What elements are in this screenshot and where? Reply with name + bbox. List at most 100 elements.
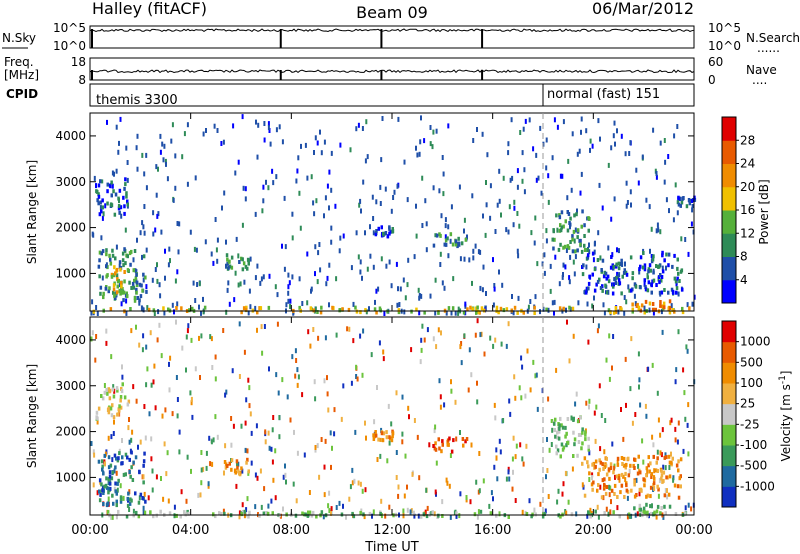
heatmap-cell — [143, 171, 146, 177]
heatmap-cell — [309, 306, 313, 311]
heatmap-cell — [558, 228, 562, 233]
heatmap-cell — [441, 280, 444, 286]
heatmap-cell — [335, 505, 338, 510]
heatmap-cell — [500, 341, 503, 347]
heatmap-cell — [116, 279, 120, 284]
heatmap-cell — [522, 461, 525, 467]
heatmap-cell — [691, 204, 695, 208]
heatmap-cell — [128, 251, 132, 256]
heatmap-cell — [647, 280, 651, 285]
heatmap-cell — [514, 498, 517, 503]
heatmap-cell — [603, 511, 606, 515]
heatmap-cell — [307, 329, 310, 335]
heatmap-cell — [420, 337, 423, 343]
heatmap-cell — [410, 508, 413, 514]
heatmap-cell — [524, 118, 527, 124]
heatmap-cell — [156, 262, 158, 268]
heatmap-cell — [129, 262, 132, 267]
heatmap-cell — [660, 452, 663, 458]
heatmap-cell — [289, 417, 292, 423]
heatmap-cell — [580, 249, 584, 254]
heatmap-cell — [319, 310, 323, 315]
heatmap-cell — [125, 310, 128, 316]
heatmap-cell — [450, 449, 454, 454]
heatmap-cell — [242, 306, 246, 311]
heatmap-cell — [641, 438, 644, 444]
heatmap-cell — [262, 184, 265, 190]
heatmap-cell — [530, 514, 533, 519]
heatmap-cell — [551, 155, 554, 161]
heatmap-cell — [150, 382, 153, 388]
heatmap-cell — [123, 186, 126, 191]
x-tick-label: 04:00 — [172, 523, 209, 538]
heatmap-cell — [113, 212, 117, 217]
heatmap-cell — [110, 354, 113, 360]
heatmap-cell — [603, 449, 606, 455]
heatmap-cell — [115, 503, 118, 508]
heatmap-cell — [296, 450, 299, 456]
heatmap-cell — [312, 200, 315, 206]
heatmap-cell — [159, 509, 162, 514]
heatmap-cell — [254, 472, 257, 478]
heatmap-cell — [315, 198, 318, 204]
heatmap-cell — [620, 483, 624, 488]
heatmap-cell — [652, 481, 656, 486]
heatmap-cell — [602, 495, 605, 501]
heatmap-cell — [599, 460, 603, 465]
heatmap-cell — [645, 473, 648, 478]
heatmap-cell — [573, 437, 577, 442]
heatmap-cell — [420, 115, 422, 121]
freq-label: Freq. — [4, 55, 34, 69]
heatmap-cell — [142, 254, 146, 259]
heatmap-cell — [330, 464, 332, 470]
heatmap-cell — [449, 514, 452, 520]
heatmap-cell — [142, 224, 145, 230]
heatmap-cell — [190, 396, 193, 402]
heatmap-cell — [656, 504, 660, 509]
heatmap-cell — [637, 454, 640, 459]
heatmap-cell — [99, 200, 102, 205]
heatmap-cell — [254, 504, 257, 510]
heatmap-cell — [256, 310, 259, 315]
heatmap-cell — [663, 138, 666, 143]
heatmap-cell — [432, 129, 435, 135]
heatmap-cell — [550, 419, 554, 423]
heatmap-cell — [347, 307, 351, 312]
heatmap-cell — [116, 284, 119, 289]
heatmap-cell — [675, 290, 678, 295]
heatmap-cell — [593, 288, 597, 293]
heatmap-cell — [359, 333, 362, 339]
heatmap-cell — [244, 420, 247, 426]
heatmap-cell — [238, 510, 241, 516]
heatmap-cell — [652, 127, 655, 133]
heatmap-cell — [115, 267, 119, 272]
heatmap-cell — [614, 281, 618, 285]
heatmap-cell — [619, 262, 622, 266]
heatmap-cell — [604, 491, 608, 496]
heatmap-cell — [555, 451, 558, 456]
heatmap-cell — [237, 282, 240, 288]
heatmap-cell — [281, 243, 283, 249]
heatmap-cell — [96, 419, 99, 425]
heatmap-cell — [450, 310, 453, 316]
nsearch-label: N.Search — [746, 31, 800, 45]
heatmap-cell — [673, 483, 677, 488]
heatmap-cell — [109, 486, 112, 491]
heatmap-cell — [572, 454, 575, 458]
heatmap-cell — [198, 304, 200, 310]
heatmap-cell — [482, 213, 484, 219]
heatmap-cell — [202, 296, 204, 302]
colorbar-segment — [722, 140, 736, 164]
heatmap-cell — [358, 202, 361, 208]
heatmap-cell — [295, 498, 298, 504]
y-tick-label: 3000 — [55, 175, 86, 189]
heatmap-cell — [639, 285, 642, 290]
heatmap-cell — [585, 286, 589, 291]
colorbar-segment — [722, 210, 736, 234]
heatmap-cell — [131, 478, 135, 482]
heatmap-cell — [385, 430, 388, 435]
heatmap-cell — [186, 454, 189, 460]
heatmap-cell — [420, 293, 423, 299]
heatmap-cell — [233, 469, 237, 474]
heatmap-cell — [168, 511, 172, 516]
